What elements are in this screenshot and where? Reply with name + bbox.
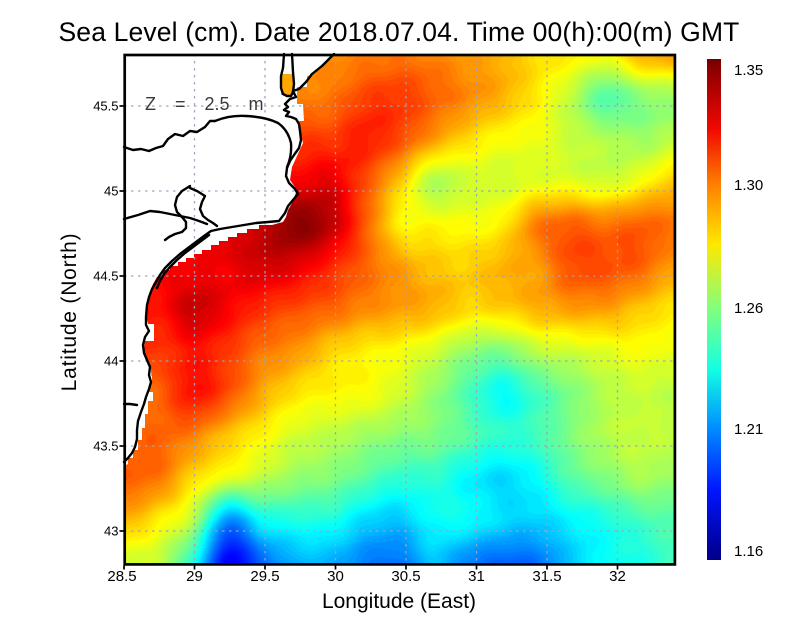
svg-text:44.5: 44.5 [93,269,118,284]
svg-text:44: 44 [104,354,118,369]
svg-text:30.5: 30.5 [391,568,420,585]
svg-text:1.35: 1.35 [734,62,763,79]
svg-text:43: 43 [104,524,118,539]
svg-text:Z = 2.5 m: Z = 2.5 m [145,94,264,114]
svg-text:1.16: 1.16 [734,543,763,560]
svg-text:Latitude (North): Latitude (North) [58,233,81,392]
svg-text:Sea Level (cm). Date 2018.07.0: Sea Level (cm). Date 2018.07.04. Time 00… [58,17,739,47]
svg-text:32: 32 [609,568,626,585]
svg-text:29.5: 29.5 [250,568,279,585]
svg-text:45: 45 [104,184,118,199]
svg-text:30: 30 [327,568,344,585]
svg-text:31: 31 [468,568,485,585]
svg-text:1.26: 1.26 [734,300,763,317]
svg-text:1.30: 1.30 [734,177,763,194]
svg-text:45.5: 45.5 [93,99,118,114]
svg-text:29: 29 [186,568,203,585]
svg-text:Longitude (East): Longitude (East) [322,590,476,613]
svg-text:1.21: 1.21 [734,421,763,438]
svg-text:43.5: 43.5 [93,439,118,454]
svg-text:31.5: 31.5 [532,568,561,585]
svg-text:28.5: 28.5 [107,568,136,585]
